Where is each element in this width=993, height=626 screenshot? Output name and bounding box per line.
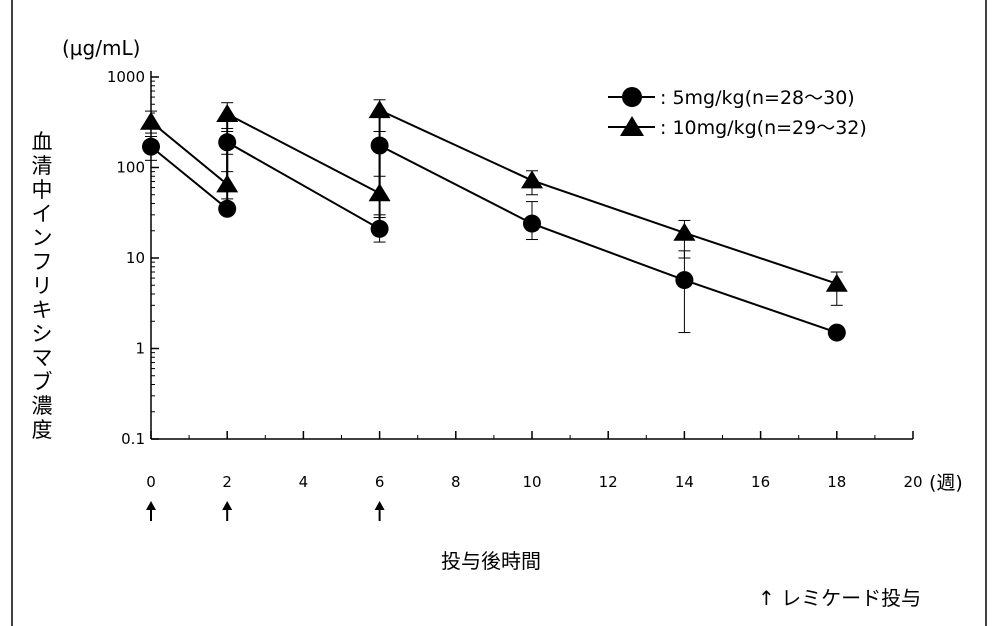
y-tick-label: 0.1 [121,430,145,448]
x-tick-label: 0 [146,473,156,491]
x-tick-label: 20 [903,473,922,491]
y-axis-label-char: フ [31,250,53,274]
legend-label: : 10mg/kg(n=29〜32) [660,117,867,139]
legend-label: : 5mg/kg(n=28〜30) [660,87,855,109]
x-tick-label: 18 [827,473,846,491]
y-axis-label-char: 中 [31,178,53,202]
data-point-triangle [825,273,848,292]
x-tick-label: 12 [599,473,618,491]
data-point-circle [218,199,237,218]
y-axis-label-char: キ [31,298,53,322]
dose-legend-arrow: ↑ [758,586,775,610]
legend-marker-triangle [620,116,644,136]
y-tick-label: 1 [135,340,145,358]
x-tick-label: 14 [675,473,694,491]
data-point-circle [675,271,694,290]
x-axis-label: 投与後時間 [441,549,541,573]
data-point-circle [523,214,541,233]
y-axis-label-char: 血 [31,130,53,154]
data-point-triangle [216,104,239,123]
data-point-triangle [368,100,391,119]
dose-legend-label: レミケード投与 [781,586,922,610]
y-axis-label-char: 濃 [31,394,53,418]
data-point-triangle [673,222,696,241]
data-point-circle [827,323,846,342]
data-point-circle [370,136,389,155]
y-axis-label-char: リ [31,274,53,298]
dose-legend: ↑ レミケード投与 [758,582,921,611]
y-tick-label: 100 [116,159,145,177]
data-point-circle [142,137,160,156]
y-axis-label-char: マ [31,346,53,370]
data-point-triangle [140,111,162,130]
x-tick-label: 8 [451,473,461,491]
x-tick-label: 4 [299,473,309,491]
x-tick-label: 16 [751,473,770,491]
x-unit-label: (週) [929,472,963,494]
dose-arrow-head [374,501,385,510]
data-point-triangle [521,170,543,189]
y-unit-label: (μg/mL) [62,36,141,60]
y-axis-label-char: 清 [31,154,53,178]
data-point-circle [218,133,237,152]
data-point-triangle [216,174,239,193]
data-point-triangle [368,183,391,202]
y-tick-label: 1000 [107,68,145,86]
y-axis-label-char: ブ [31,370,53,394]
data-point-circle [370,219,389,238]
x-tick-label: 6 [375,473,385,491]
y-axis-label-char: イ [31,202,53,226]
y-axis-label-char: ン [31,226,53,250]
legend-marker-circle [622,87,642,107]
series-line [150,140,838,334]
dose-arrow-head [146,501,156,510]
y-axis-label-char: 度 [31,418,53,442]
y-tick-label: 10 [126,249,145,267]
dose-arrow-head [222,501,233,510]
x-tick-label: 10 [522,473,541,491]
x-tick-label: 2 [222,473,232,491]
y-axis-label-char: シ [31,322,53,346]
